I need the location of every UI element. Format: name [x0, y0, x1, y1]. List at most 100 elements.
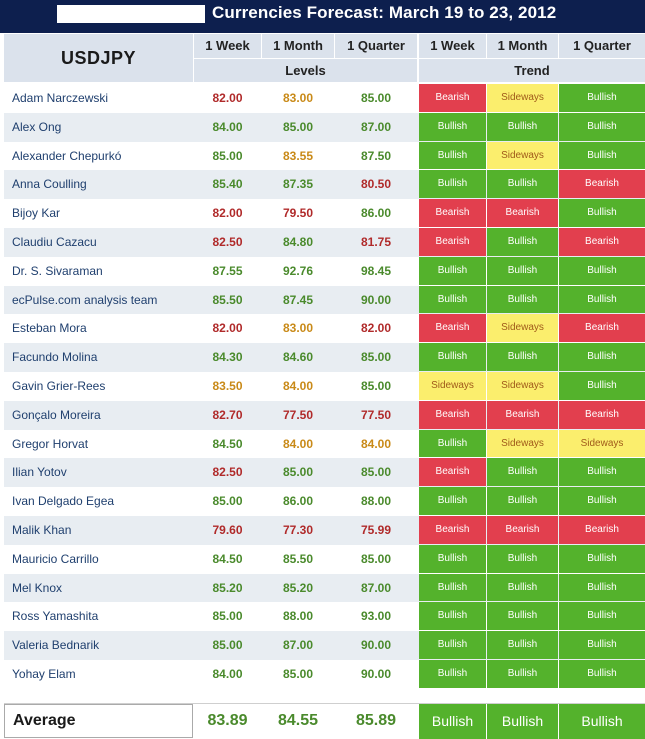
- table-row: Alex Ong 84.00 85.00 87.00 Bullish Bullish Bul…: [4, 112, 645, 142]
- trend-week: Bullish: [419, 660, 486, 688]
- analyst-name: Adam Narczewski: [12, 91, 109, 105]
- level-month: 77.30: [282, 523, 314, 537]
- trend-week: Bullish: [419, 343, 486, 371]
- level-week: 84.50: [212, 551, 243, 566]
- trend-quarter: Bullish: [559, 112, 645, 141]
- level-month: 79.50: [282, 206, 314, 221]
- average-row: Average 83.89 84.55 85.89 Bullish Bullis…: [4, 703, 645, 739]
- level-week: 82.00: [212, 91, 243, 105]
- level-week: 85.20: [212, 580, 243, 595]
- level-week: 85.00: [212, 609, 243, 624]
- trend-quarter: Bullish: [559, 343, 645, 371]
- table-row: Ross Yamashita 85.00 88.00 93.00 Bullish Bull…: [4, 602, 645, 632]
- trend-quarter: Bullish: [559, 256, 645, 285]
- table-row: Mauricio Carrillo 84.50 85.50 85.00 Bullish B…: [4, 544, 645, 574]
- trend-month: Sideways: [487, 141, 558, 170]
- trend-week: Bullish: [419, 631, 486, 659]
- level-quarter: 90.00: [360, 667, 392, 681]
- level-week: 82.00: [212, 206, 243, 221]
- analyst-name: Yohay Elam: [12, 667, 76, 681]
- level-quarter: 77.50: [360, 407, 392, 422]
- trend-week: Bullish: [419, 602, 486, 631]
- level-month: 85.00: [282, 119, 314, 134]
- level-week: 82.50: [212, 465, 243, 480]
- average-week-level: 83.89: [207, 712, 248, 729]
- levels-week-header: 1 Week: [194, 34, 261, 58]
- trend-month: Bullish: [487, 285, 558, 314]
- trend-quarter: Bearish: [559, 228, 645, 256]
- analyst-name: Ross Yamashita: [12, 609, 99, 624]
- table-row: Anna Coulling 85.40 87.35 80.50 Bullish Bulli…: [4, 170, 645, 200]
- trend-week: Bearish: [419, 400, 486, 429]
- trend-month: Bullish: [487, 660, 558, 688]
- trend-week: Bullish: [419, 544, 486, 573]
- level-month: 85.20: [282, 580, 314, 595]
- level-week: 84.00: [212, 667, 243, 681]
- level-month: 85.50: [282, 551, 314, 566]
- trend-month: Bullish: [487, 487, 558, 515]
- level-quarter: 87.00: [360, 119, 392, 134]
- average-week-trend: Bullish: [419, 704, 486, 739]
- trend-group-header: Trend: [419, 59, 645, 82]
- level-month: 77.50: [282, 407, 314, 422]
- average-label: Average: [4, 704, 193, 738]
- analyst-name: Ivan Delgado Egea: [12, 494, 115, 509]
- level-quarter: 87.00: [360, 580, 392, 595]
- analyst-name: Valeria Bednarik: [12, 638, 100, 653]
- level-quarter: 86.00: [360, 206, 392, 221]
- trend-month: Bearish: [487, 400, 558, 429]
- table-row: Gonçalo Moreira 82.70 77.50 77.50 Bearish Bea…: [4, 400, 645, 430]
- trend-week-header: 1 Week: [419, 34, 486, 58]
- trend-quarter: Bullish: [559, 602, 645, 631]
- level-quarter: 98.45: [360, 263, 392, 278]
- analyst-name: Facundo Molina: [12, 350, 98, 365]
- trend-week: Bearish: [419, 458, 486, 487]
- average-month-trend: Bullish: [487, 704, 558, 739]
- levels-month-header: 1 Month: [262, 34, 334, 58]
- table-row: Dr. S. Sivaraman 87.55 92.76 98.45 Bullish Bu…: [4, 256, 645, 286]
- level-week: 83.50: [212, 379, 243, 393]
- level-week: 85.00: [212, 494, 243, 509]
- trend-week: Bullish: [419, 573, 486, 602]
- analyst-name: ecPulse.com analysis team: [12, 292, 158, 307]
- trend-month: Bullish: [487, 228, 558, 256]
- level-month: 84.60: [282, 350, 314, 365]
- trend-quarter: Bullish: [559, 487, 645, 515]
- level-quarter: 90.00: [360, 638, 392, 653]
- trend-quarter: Bullish: [559, 631, 645, 659]
- trend-month: Sideways: [487, 429, 558, 458]
- analyst-name: Dr. S. Sivaraman: [12, 263, 103, 278]
- level-month: 84.80: [282, 235, 314, 249]
- trend-month: Bullish: [487, 170, 558, 199]
- level-quarter: 82.00: [360, 321, 392, 336]
- trend-quarter: Bullish: [559, 372, 645, 400]
- analyst-name: Mel Knox: [12, 580, 63, 595]
- level-week: 82.00: [212, 321, 243, 336]
- level-quarter: 87.50: [360, 148, 392, 163]
- level-month: 85.00: [282, 465, 314, 480]
- level-month: 85.00: [282, 667, 314, 681]
- trend-quarter: Bullish: [559, 285, 645, 314]
- table-row: Ilian Yotov 82.50 85.00 85.00 Bearish Bullish…: [4, 458, 645, 488]
- analyst-name: Ilian Yotov: [12, 465, 67, 480]
- page-title: Currencies Forecast: March 19 to 23, 201…: [212, 3, 557, 22]
- trend-week: Bullish: [419, 170, 486, 199]
- level-month: 88.00: [282, 609, 314, 624]
- table-row: Mel Knox 85.20 85.20 87.00 Bullish Bullish Bul…: [4, 573, 645, 603]
- trend-month-header: 1 Month: [487, 34, 558, 58]
- trend-month: Bullish: [487, 256, 558, 285]
- level-month: 87.45: [282, 292, 314, 307]
- level-month: 83.55: [282, 148, 314, 163]
- table-row: Gregor Horvat 84.50 84.00 84.00 Bullish Sidew…: [4, 429, 645, 459]
- level-month: 92.76: [282, 263, 314, 278]
- table-row: ecPulse.com analysis team 85.50 87.45 90.00…: [4, 285, 645, 315]
- trend-week: Bullish: [419, 487, 486, 515]
- trend-quarter: Bullish: [559, 141, 645, 170]
- level-week: 84.30: [212, 350, 243, 365]
- level-month: 84.00: [282, 436, 314, 451]
- average-quarter-level: 85.89: [355, 712, 397, 729]
- analyst-name: Gonçalo Moreira: [12, 407, 101, 422]
- analyst-name: Alex Ong: [12, 119, 62, 134]
- table-row: Yohay Elam 84.00 85.00 90.00 Bullish Bullish B…: [4, 660, 645, 689]
